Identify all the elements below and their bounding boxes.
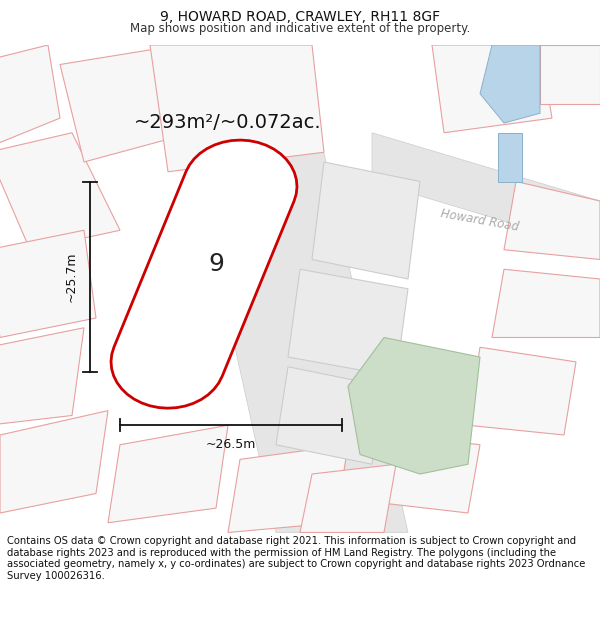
Polygon shape — [288, 269, 408, 376]
Polygon shape — [432, 45, 552, 132]
Polygon shape — [0, 328, 84, 425]
Text: Howard Road: Howard Road — [440, 208, 520, 234]
Polygon shape — [108, 425, 228, 522]
Polygon shape — [150, 45, 324, 172]
Polygon shape — [60, 45, 192, 162]
Text: Contains OS data © Crown copyright and database right 2021. This information is : Contains OS data © Crown copyright and d… — [7, 536, 586, 581]
Polygon shape — [480, 45, 540, 123]
Polygon shape — [312, 162, 420, 279]
Polygon shape — [0, 132, 120, 250]
Polygon shape — [498, 132, 522, 181]
Text: ~293m²/~0.072ac.: ~293m²/~0.072ac. — [134, 114, 322, 132]
Polygon shape — [384, 435, 480, 513]
Text: 9, HOWARD ROAD, CRAWLEY, RH11 8GF: 9, HOWARD ROAD, CRAWLEY, RH11 8GF — [160, 10, 440, 24]
Polygon shape — [0, 45, 60, 142]
Polygon shape — [168, 45, 408, 532]
Text: ~25.7m: ~25.7m — [64, 251, 77, 302]
Text: 9: 9 — [208, 253, 224, 276]
Text: Map shows position and indicative extent of the property.: Map shows position and indicative extent… — [130, 22, 470, 35]
Polygon shape — [492, 269, 600, 338]
Polygon shape — [300, 464, 396, 532]
Polygon shape — [468, 348, 576, 435]
Polygon shape — [504, 181, 600, 259]
Polygon shape — [540, 45, 600, 104]
Polygon shape — [228, 445, 348, 532]
Polygon shape — [372, 132, 600, 250]
Polygon shape — [348, 338, 480, 474]
Polygon shape — [0, 411, 108, 513]
Text: Chetwood Road: Chetwood Road — [222, 192, 282, 269]
Polygon shape — [111, 140, 297, 408]
Polygon shape — [276, 367, 384, 464]
Polygon shape — [0, 230, 96, 338]
Text: ~26.5m: ~26.5m — [206, 438, 256, 451]
